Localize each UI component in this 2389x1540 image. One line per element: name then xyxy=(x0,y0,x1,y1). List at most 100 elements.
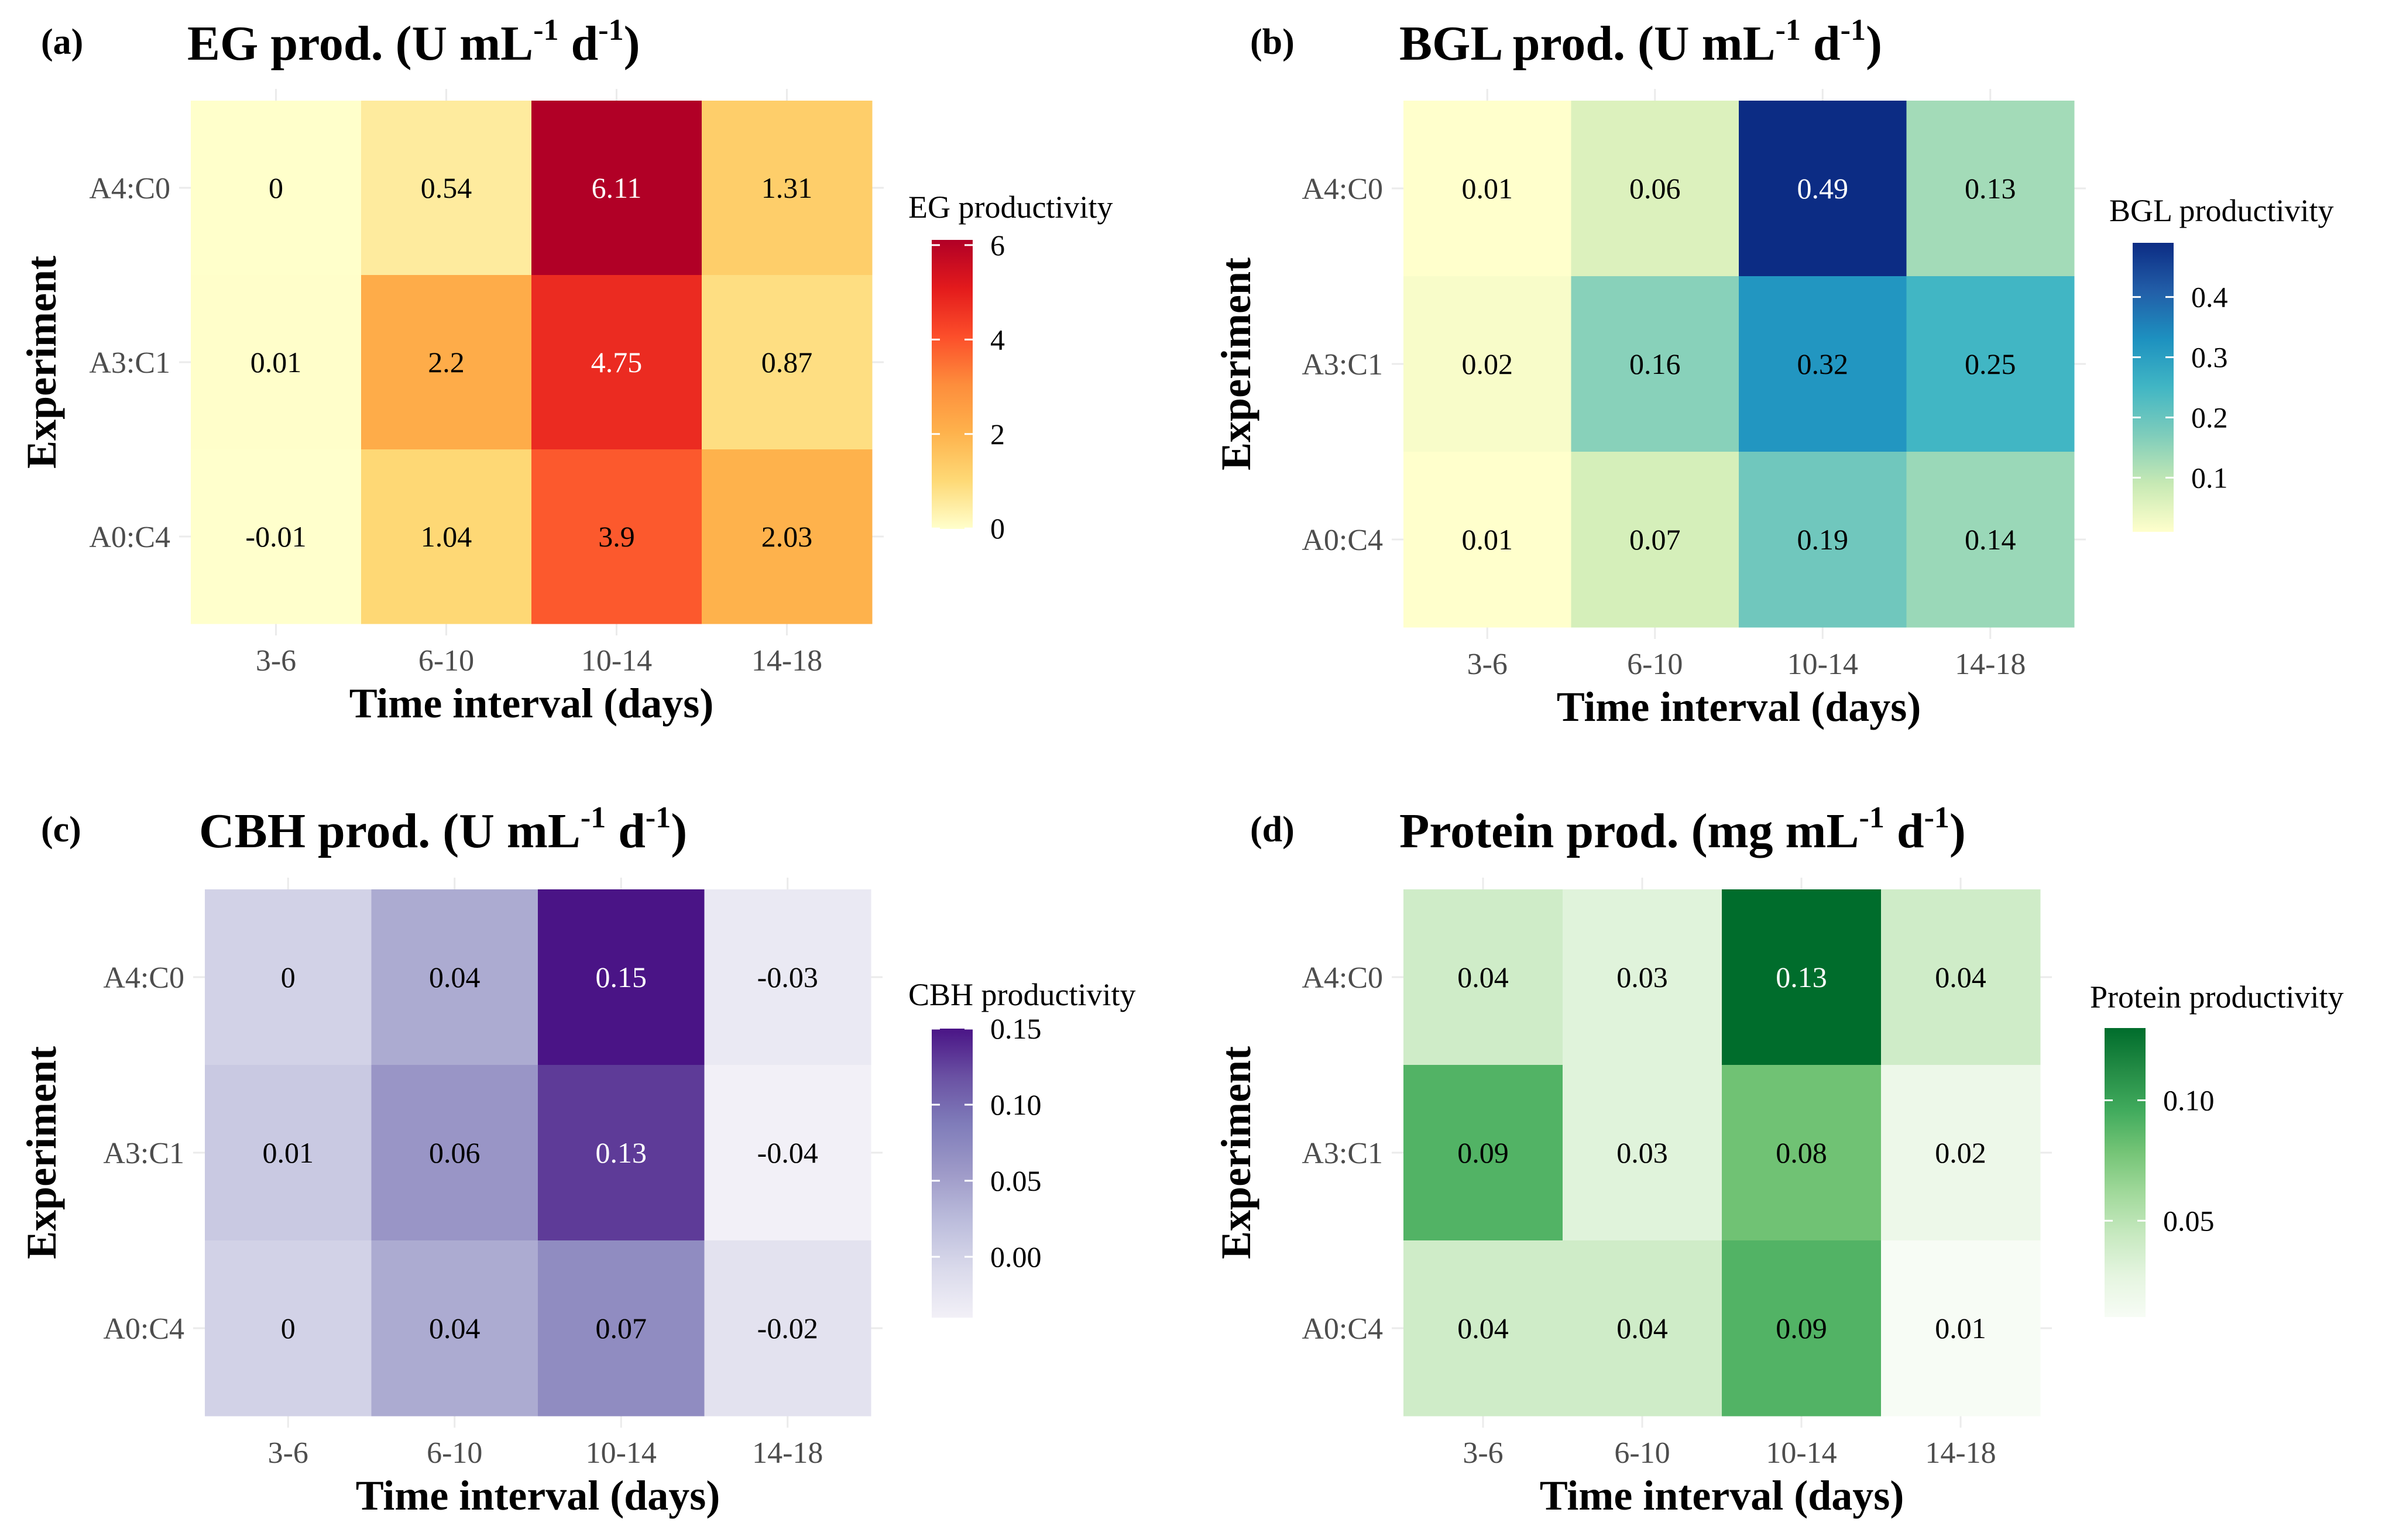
colorbar-tick-label: 0.00 xyxy=(990,1240,1042,1273)
y-axis-ticks: A4:C0 A3:C1 A0:C4 xyxy=(103,961,184,1346)
cell-value-label: 0.16 xyxy=(1629,348,1681,380)
heatmap-cell xyxy=(1563,1065,1722,1241)
cell-value-label: 2.03 xyxy=(761,520,813,553)
x-tick-label: 14-18 xyxy=(752,1436,823,1470)
cell-value-label: 6.11 xyxy=(592,171,642,204)
cell-value-labels: 0.04 0.03 0.13 0.04 0.09 0.03 0.08 0.02 0.04 0.04… xyxy=(1457,961,1986,1345)
cell-value-label: 3.9 xyxy=(598,520,635,553)
y-tick-label: A0:C4 xyxy=(89,521,170,554)
cell-value-label: 0.54 xyxy=(421,171,472,204)
x-tick-label: 14-18 xyxy=(751,644,822,678)
cell-value-label: 0 xyxy=(281,961,296,994)
colorbar xyxy=(2133,243,2174,532)
heatmap-cell xyxy=(1563,889,1722,1065)
heatmap-cell xyxy=(1403,101,1571,277)
cell-value-label: 0.49 xyxy=(1797,172,1849,205)
x-axis-title: Time interval (days) xyxy=(1557,683,1921,730)
cell-value-label: 0.04 xyxy=(1457,961,1509,994)
y-axis-title: Experiment xyxy=(18,1046,65,1259)
heatmap-cell xyxy=(538,1240,705,1417)
cell-value-label: 0 xyxy=(269,171,283,204)
cell-value-label: 1.31 xyxy=(761,171,813,204)
colorbar-legend: 0.05 0.10 xyxy=(2105,1028,2215,1317)
heatmap-cell xyxy=(1739,101,1907,277)
cell-value-label: 0.06 xyxy=(1629,172,1681,205)
cell-value-label: 0.07 xyxy=(1629,523,1681,556)
heatmap-cell xyxy=(1722,889,1882,1065)
legend-title: CBH productivity xyxy=(908,977,1136,1012)
heatmap-cell xyxy=(1906,452,2075,628)
cell-value-label: -0.03 xyxy=(757,961,818,994)
heatmap-cell xyxy=(1881,1065,2041,1241)
legend-title: BGL productivity xyxy=(2109,193,2333,228)
colorbar xyxy=(932,240,973,529)
colorbar-tick-label: 0.1 xyxy=(2191,461,2228,494)
colorbar xyxy=(932,1029,973,1318)
colorbar-tick-label: 0.3 xyxy=(2191,341,2228,374)
colorbar-tick-label: 0.05 xyxy=(2163,1204,2215,1237)
panel-label: (c) xyxy=(41,810,81,850)
cell-value-label: 0.14 xyxy=(1965,523,2016,556)
heatmap-cells xyxy=(1403,889,2041,1417)
colorbar-tick-label: 0.15 xyxy=(990,1012,1042,1045)
y-axis-ticks: A4:C0 A3:C1 A0:C4 xyxy=(1302,173,1383,557)
y-axis-title: Experiment xyxy=(1213,1046,1259,1259)
x-axis-ticks: 3-6 6-10 10-14 14-18 xyxy=(268,1436,823,1470)
colorbar-tick-label: 0.05 xyxy=(990,1164,1042,1197)
heatmap-cell xyxy=(371,1240,538,1417)
colorbar-tick-label: 0.10 xyxy=(990,1088,1042,1121)
x-tick-label: 10-14 xyxy=(581,644,652,678)
heatmap-cell xyxy=(1722,1065,1882,1241)
heatmap-cell xyxy=(371,1065,538,1241)
heatmap-cells xyxy=(205,889,871,1417)
cell-value-label: 4.75 xyxy=(591,346,643,379)
heatmap-cell xyxy=(1403,452,1571,628)
x-axis-title: Time interval (days) xyxy=(349,680,714,727)
y-tick-label: A0:C4 xyxy=(103,1312,184,1346)
cell-value-label: 0.15 xyxy=(596,961,647,994)
chart-title: CBH prod. (U mL-1 d-1) xyxy=(199,801,687,858)
heatmap-cell xyxy=(1906,276,2075,452)
heatmap-cell xyxy=(702,101,873,276)
panel-label: (a) xyxy=(41,22,83,62)
heatmap-cell xyxy=(191,101,362,276)
heatmap-cell xyxy=(531,275,702,450)
heatmap-panel-a: (a) EG prod. (U mL-1 d-1) 0 0.54 6.11 1.310… xyxy=(18,13,1113,727)
x-tick-label: 14-18 xyxy=(1925,1436,1996,1470)
y-tick-label: A4:C0 xyxy=(1302,961,1383,995)
panel-label: (b) xyxy=(1250,22,1295,62)
x-axis-ticks: 3-6 6-10 10-14 14-18 xyxy=(1463,1436,1996,1470)
cell-value-label: 0.25 xyxy=(1965,348,2016,380)
heatmap-panel-d: (d) Protein prod. (mg mL-1 d-1) 0.04 0.03… xyxy=(1213,801,2343,1519)
cell-value-label: 0.02 xyxy=(1935,1136,1986,1169)
colorbar-tick-label: 0 xyxy=(990,512,1005,545)
cell-value-label: 0.02 xyxy=(1462,348,1513,380)
cell-value-label: 2.2 xyxy=(428,346,465,379)
heatmap-cells xyxy=(191,101,873,624)
cell-value-label: 0.87 xyxy=(761,346,813,379)
colorbar-tick-label: 0.10 xyxy=(2163,1084,2215,1117)
cell-value-label: 0.01 xyxy=(1462,523,1513,556)
panel-label: (d) xyxy=(1250,810,1295,850)
y-tick-label: A3:C1 xyxy=(89,346,170,380)
legend-title: Protein productivity xyxy=(2090,979,2343,1015)
heatmap-cell xyxy=(361,101,532,276)
chart-title: BGL prod. (U mL-1 d-1) xyxy=(1399,13,1882,71)
x-tick-label: 10-14 xyxy=(586,1436,657,1470)
heatmap-cell xyxy=(1722,1240,1882,1417)
cell-value-label: 0.13 xyxy=(596,1136,647,1169)
cell-value-label: 0.13 xyxy=(1965,172,2016,205)
cell-value-labels: 0.01 0.06 0.49 0.13 0.02 0.16 0.32 0.25 0.01 0.07… xyxy=(1462,172,2016,556)
x-axis-ticks: 3-6 6-10 10-14 14-18 xyxy=(1467,648,2026,681)
cell-value-labels: 0 0.04 0.15 -0.03 0.01 0.06 0.13 -0.04 0 0.04 0.07… xyxy=(263,961,818,1345)
cell-value-label: -0.04 xyxy=(757,1136,818,1169)
cell-value-label: 0.09 xyxy=(1457,1136,1509,1169)
heatmap-cell xyxy=(531,101,702,276)
heatmap-cell xyxy=(1563,1240,1722,1417)
x-tick-label: 3-6 xyxy=(268,1436,308,1470)
heatmap-cell xyxy=(1881,1240,2041,1417)
heatmap-cell xyxy=(1571,101,1739,277)
heatmap-cell xyxy=(1571,452,1739,628)
x-tick-label: 6-10 xyxy=(1627,648,1683,681)
y-tick-label: A0:C4 xyxy=(1302,1312,1383,1346)
